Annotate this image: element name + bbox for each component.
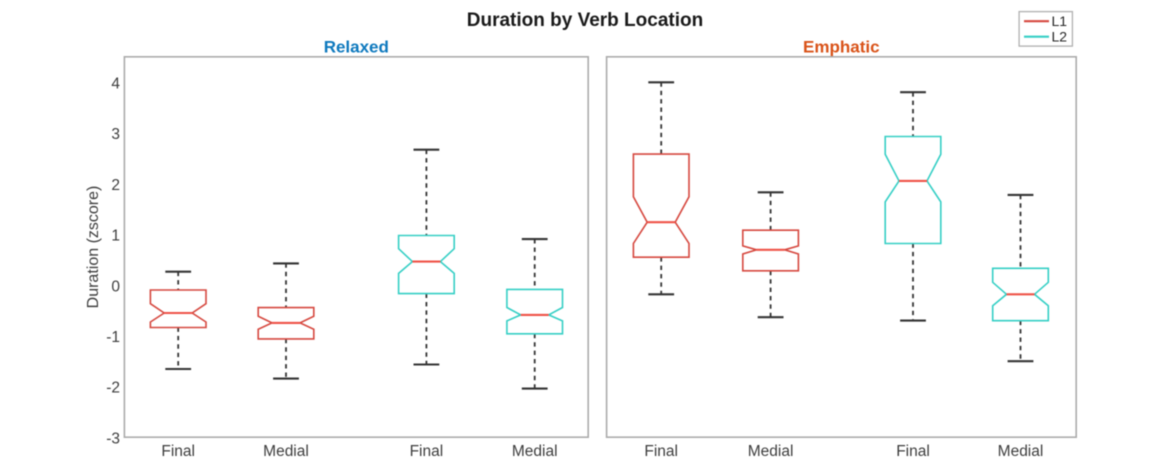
svg-text:1: 1 xyxy=(111,228,120,245)
svg-text:2: 2 xyxy=(111,177,120,194)
svg-text:Final: Final xyxy=(161,443,195,460)
svg-text:Final: Final xyxy=(410,443,444,460)
svg-text:Duration (zscore): Duration (zscore) xyxy=(85,186,102,309)
svg-text:0: 0 xyxy=(111,278,120,295)
svg-text:-3: -3 xyxy=(106,430,120,447)
svg-text:Medial: Medial xyxy=(748,443,794,460)
svg-text:Duration by Verb Location: Duration by Verb Location xyxy=(467,10,703,31)
svg-text:L2: L2 xyxy=(1052,29,1068,45)
svg-text:Relaxed: Relaxed xyxy=(324,37,389,56)
svg-text:Emphatic: Emphatic xyxy=(803,37,880,56)
svg-text:3: 3 xyxy=(111,126,120,143)
svg-text:Medial: Medial xyxy=(263,443,309,460)
svg-text:L1: L1 xyxy=(1052,13,1068,29)
svg-text:Final: Final xyxy=(644,443,678,460)
svg-text:-2: -2 xyxy=(106,380,120,397)
svg-text:4: 4 xyxy=(111,76,120,93)
svg-text:Final: Final xyxy=(896,443,930,460)
svg-text:-1: -1 xyxy=(106,329,120,346)
svg-text:Medial: Medial xyxy=(512,443,558,460)
svg-text:Medial: Medial xyxy=(998,443,1044,460)
